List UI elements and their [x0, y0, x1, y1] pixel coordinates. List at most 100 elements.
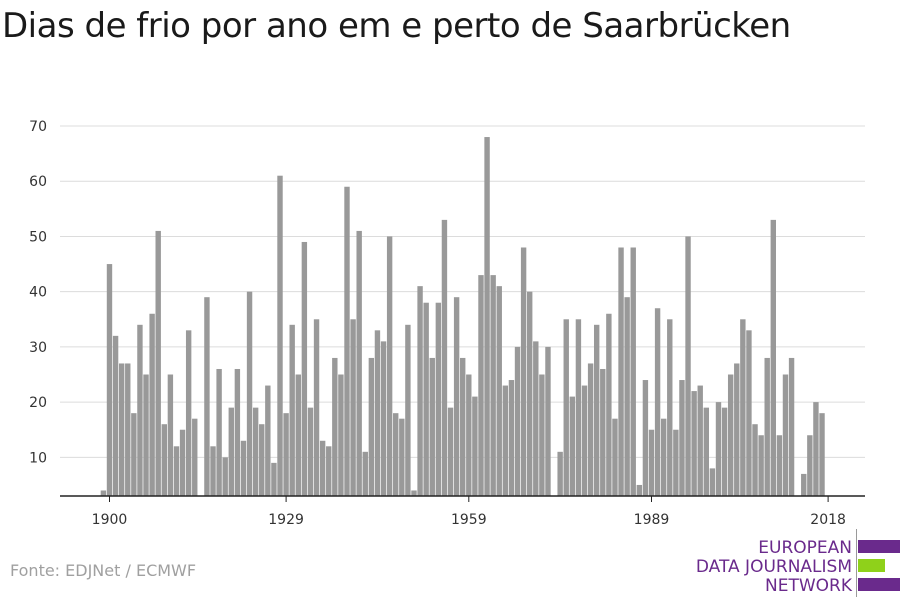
- bar-1907: [149, 313, 155, 496]
- bar-1965: [502, 385, 509, 496]
- logo-bar-purple-bottom: [858, 578, 900, 591]
- bar-1905: [137, 324, 143, 496]
- bar-2007: [758, 435, 764, 496]
- bar-1936: [326, 446, 332, 496]
- bar-2012: [788, 357, 795, 496]
- bar-1935: [319, 440, 326, 496]
- bar-1937: [332, 357, 338, 496]
- bar-1990: [654, 308, 661, 496]
- bar-1968: [520, 247, 527, 496]
- bar-1989: [648, 429, 655, 496]
- x-tick-label-2018: 2018: [810, 512, 846, 528]
- bar-1963: [490, 275, 496, 496]
- bar-1922: [240, 440, 247, 496]
- bar-1933: [307, 407, 314, 496]
- y-tick-label-40: 40: [29, 285, 47, 301]
- bar-1938: [338, 374, 344, 496]
- bar-1972: [545, 346, 551, 496]
- bar-1945: [380, 341, 387, 496]
- bar-1961: [478, 275, 484, 496]
- bar-1951: [417, 286, 423, 496]
- bar-1976: [569, 396, 576, 496]
- bar-1957: [453, 297, 460, 496]
- bar-2004: [740, 319, 746, 496]
- logo-divider: [856, 529, 857, 597]
- bar-2005: [746, 330, 752, 496]
- bar-1917: [210, 446, 216, 496]
- bar-1987: [636, 484, 643, 496]
- bar-2014: [801, 473, 807, 496]
- bar-1996: [691, 391, 697, 496]
- bar-1959: [466, 374, 472, 496]
- bar-1992: [667, 319, 673, 496]
- y-tick-label-10: 10: [29, 450, 47, 466]
- bar-2011: [782, 374, 789, 496]
- bar-1908: [155, 230, 161, 497]
- bar-1970: [533, 341, 539, 496]
- bar-1946: [386, 236, 393, 496]
- bar-1902: [118, 363, 125, 496]
- bar-1943: [368, 357, 375, 496]
- bar-1910: [167, 374, 174, 496]
- bar-1913: [185, 330, 192, 496]
- bar-1953: [429, 357, 435, 496]
- bar-1940: [350, 319, 356, 496]
- bar-1918: [216, 368, 222, 496]
- bar-1956: [447, 407, 454, 496]
- bar-1932: [301, 241, 308, 496]
- logo-line-european: EUROPEAN: [758, 538, 852, 558]
- bar-2003: [734, 363, 740, 496]
- chart-title: Dias de frio por ano em e perto de Saarb…: [2, 6, 791, 46]
- bar-1985: [624, 297, 630, 496]
- bar-2008: [764, 357, 770, 496]
- bar-1921: [234, 368, 241, 496]
- x-tick-label-1929: 1929: [268, 512, 304, 528]
- bar-2001: [721, 407, 728, 496]
- bar-1909: [161, 424, 167, 496]
- bar-1964: [496, 286, 502, 496]
- bar-1982: [606, 313, 612, 496]
- bar-1916: [204, 297, 210, 496]
- bar-1974: [557, 451, 563, 496]
- bar-2006: [752, 424, 758, 496]
- bar-1997: [697, 385, 703, 496]
- bar-2016: [813, 402, 819, 496]
- logo-bar-purple-top: [858, 540, 900, 553]
- bar-1958: [460, 357, 466, 496]
- bar-1911: [173, 446, 180, 496]
- bar-1920: [228, 407, 234, 496]
- bar-1979: [587, 363, 594, 496]
- bar-1904: [131, 413, 137, 496]
- bar-1981: [600, 368, 606, 496]
- bar-1999: [709, 468, 716, 496]
- bar-1983: [612, 418, 618, 496]
- logo-line-data-journalism: DATA JOURNALISM: [695, 557, 852, 577]
- bar-1944: [374, 330, 381, 496]
- x-axis-ticks: 1900 1929 1959 1989 2018: [92, 496, 846, 528]
- bar-1995: [685, 236, 691, 496]
- bar-1998: [703, 407, 710, 496]
- bar-1941: [356, 230, 362, 497]
- bar-1971: [539, 374, 545, 496]
- y-tick-label-70: 70: [29, 119, 47, 135]
- bar-1912: [179, 429, 186, 496]
- bar-2000: [715, 402, 722, 496]
- bar-1991: [660, 418, 667, 496]
- bar-1993: [673, 429, 679, 496]
- bar-1969: [527, 291, 533, 496]
- bar-1931: [295, 374, 301, 496]
- bar-1942: [362, 451, 368, 496]
- logo-line-network: NETWORK: [765, 576, 852, 596]
- x-tick-label-1900: 1900: [92, 512, 128, 528]
- bar-2010: [776, 435, 783, 496]
- bar-2009: [770, 219, 776, 496]
- bar-1994: [679, 380, 685, 496]
- bar-1919: [222, 457, 228, 496]
- bar-1906: [143, 374, 149, 496]
- bar-1930: [289, 324, 295, 496]
- bar-1986: [630, 247, 636, 496]
- bar-2002: [727, 374, 734, 496]
- bar-1914: [192, 418, 198, 496]
- y-axis-labels: 10 20 30 40 50 60 70: [29, 119, 47, 466]
- bar-1967: [514, 346, 521, 496]
